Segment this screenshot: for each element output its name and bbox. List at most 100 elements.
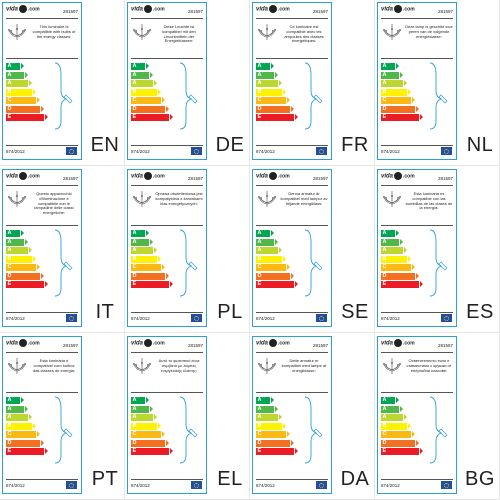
energy-class-plus: + (136, 236, 139, 241)
energy-class-bar: A++ (256, 228, 274, 237)
language-code: DA (340, 468, 370, 490)
energy-class-bar: E (381, 281, 423, 288)
eu-flag-icon (191, 481, 202, 489)
energy-class-letter: C (132, 97, 137, 103)
product-code: 281597 (312, 9, 328, 14)
energy-class-letter: E (132, 114, 137, 120)
footer-divider (256, 312, 328, 313)
brand-logo-suffix: .com (278, 340, 290, 347)
energy-class-bar: C (131, 264, 165, 271)
energy-class-scale: A++ A+ A B C D E (381, 61, 423, 123)
energy-class-bar: A (6, 414, 32, 421)
chandelier-icon (7, 23, 27, 41)
energy-class-plus: + (386, 403, 389, 408)
eu-stars-icon (319, 482, 324, 488)
energy-class-letter: E (257, 114, 262, 120)
header-divider (381, 18, 453, 19)
product-code: 281597 (437, 343, 453, 348)
compatibility-bracket-icon (429, 396, 448, 464)
energy-class-bar: D (131, 439, 169, 447)
footer-divider (381, 312, 453, 313)
energy-label-card: vida .com 281597 Esta luminária é compatíve… (2, 336, 82, 494)
energy-class-letter: A (132, 397, 137, 403)
energy-class-bar: D (6, 439, 44, 447)
energy-class-bar: D (381, 439, 419, 447)
energy-class-bar: A (381, 414, 407, 421)
label-cell-el: vida .com 281597 Αυτό το φωτιστικό είναι συ… (125, 334, 250, 500)
language-code: BG (465, 468, 495, 490)
energy-class-letter: A (382, 405, 387, 412)
brand-logo-suffix: .com (403, 173, 415, 180)
energy-class-bar: B (6, 255, 36, 263)
energy-label-card: vida .com 281597 Ce luminaire est compatibl… (252, 2, 332, 160)
energy-label-card: vida .com 281597 Denna armatur är kompatibe… (252, 169, 332, 327)
energy-class-letter: E (7, 114, 12, 120)
energy-class-bar: C (256, 431, 290, 438)
energy-class-bar: A+ (131, 236, 153, 246)
energy-class-letter: A (7, 80, 12, 86)
energy-class-bar: E (256, 448, 298, 455)
energy-class-letter: B (257, 88, 262, 95)
energy-class-letter: B (257, 255, 262, 262)
energy-class-letter: A (7, 238, 12, 245)
energy-class-letter: A (7, 247, 12, 253)
brand-logo-suffix: .com (28, 6, 40, 13)
energy-class-scale: A++ A+ A B C D E (256, 61, 298, 123)
brand-logo: vida .com (381, 339, 415, 347)
brand-logo: vida .com (131, 339, 165, 347)
energy-class-bar: A++ (131, 395, 149, 404)
energy-class-letter: C (382, 97, 387, 103)
energy-class-letter: A (382, 414, 387, 420)
energy-class-bar: A (131, 247, 157, 254)
energy-class-plus: + (261, 69, 264, 74)
energy-class-letter: B (257, 422, 262, 429)
energy-class-letter: C (132, 264, 137, 270)
header-divider (131, 185, 203, 186)
energy-label-card: vida .com 281597 Αυτό το φωτιστικό είναι συ… (127, 336, 207, 494)
energy-class-plus: ++ (261, 61, 266, 66)
energy-class-plus: + (11, 69, 14, 74)
chandelier-icon (382, 357, 402, 375)
compatibility-text: Diese Leuchte ist kompatibel mit den Leu… (162, 24, 196, 44)
label-cell-pt: vida .com 281597 Esta luminária é compatíve… (0, 334, 125, 500)
energy-label-card: vida .com 281597 Осветителното тяло е съвме… (377, 336, 457, 494)
energy-class-bar: B (256, 422, 286, 430)
energy-class-letter: A (132, 63, 137, 69)
regulation-number: 874/2012 (131, 483, 150, 488)
label-cell-nl: vida .com 281597 Deze lamp is geschikt voor… (375, 0, 500, 166)
energy-class-plus: ++ (11, 228, 16, 233)
energy-class-letter: A (132, 238, 137, 245)
energy-class-bar: A++ (256, 395, 274, 404)
energy-class-letter: A (132, 71, 137, 78)
energy-class-letter: A (257, 414, 262, 420)
energy-class-letter: A (257, 405, 262, 412)
energy-class-plus: + (261, 403, 264, 408)
label-cell-se: vida .com 281597 Denna armatur är kompatibe… (250, 167, 375, 333)
energy-class-plus: + (11, 236, 14, 241)
energy-class-letter: A (132, 405, 137, 412)
regulation-number: 874/2012 (256, 316, 275, 321)
energy-class-plus: ++ (136, 228, 141, 233)
product-code: 281597 (312, 176, 328, 181)
product-code: 281597 (437, 176, 453, 181)
energy-class-bar: B (6, 422, 36, 430)
product-code: 281597 (62, 176, 78, 181)
energy-class-letter: A (382, 63, 387, 69)
brand-logo: vida .com (131, 172, 165, 180)
brand-logo-suffix: .com (278, 6, 290, 13)
brand-logo-mark-icon (144, 172, 153, 180)
eu-flag-icon (316, 314, 327, 322)
regulation-number: 874/2012 (381, 483, 400, 488)
energy-class-bar: B (381, 422, 411, 430)
energy-class-bar: E (131, 281, 173, 288)
energy-class-plus: + (136, 403, 139, 408)
energy-class-bar: A++ (381, 228, 399, 237)
compatibility-text: Αυτό το φωτιστικό είναι συμβατό με λάμπε… (158, 358, 200, 373)
energy-class-plus: ++ (386, 395, 391, 400)
energy-class-letter: E (257, 448, 262, 454)
energy-class-scale: A++ A+ A B C D E (131, 395, 173, 457)
eu-flag-icon (191, 314, 202, 322)
energy-class-letter: A (132, 80, 137, 86)
footer-divider (256, 479, 328, 480)
energy-class-letter: C (7, 264, 12, 270)
